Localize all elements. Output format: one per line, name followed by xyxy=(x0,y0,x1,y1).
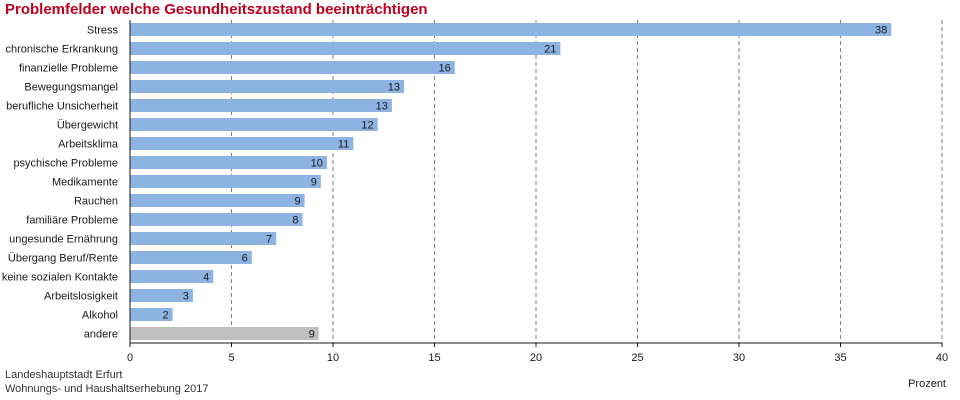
bar xyxy=(130,251,252,264)
bar xyxy=(130,308,173,321)
x-tick-label: 30 xyxy=(733,352,745,364)
category-label: andere xyxy=(84,329,118,341)
x-tick-label: 10 xyxy=(327,352,339,364)
category-label: familiäre Probleme xyxy=(26,215,118,227)
bar xyxy=(130,232,277,245)
category-label: keine sozialen Kontakte xyxy=(2,272,118,284)
value-label: 4 xyxy=(203,272,209,284)
x-tick-label: 0 xyxy=(127,352,133,364)
category-label: Übergewicht xyxy=(57,120,118,132)
value-label: 10 xyxy=(311,158,323,170)
bar xyxy=(130,270,214,283)
category-label: berufliche Unsicherheit xyxy=(6,101,118,113)
chart-title: Problemfelder welche Gesundheitszustand … xyxy=(5,1,428,18)
value-label: 8 xyxy=(292,215,298,227)
category-label: ungesunde Ernährung xyxy=(9,234,118,246)
category-label: Stress xyxy=(87,25,119,37)
source-line-1: Landeshauptstadt Erfurt xyxy=(5,369,123,381)
bar xyxy=(130,80,405,93)
category-label: finanzielle Probleme xyxy=(19,63,118,75)
category-label: Alkohol xyxy=(82,310,118,322)
value-label: 7 xyxy=(266,234,272,246)
x-tick-label: 15 xyxy=(428,352,440,364)
bar xyxy=(130,118,378,131)
x-tick-label: 35 xyxy=(834,352,846,364)
x-tick-label: 5 xyxy=(228,352,234,364)
category-label: Arbeitsklima xyxy=(58,139,119,151)
value-label: 2 xyxy=(163,310,169,322)
category-label: chronische Erkrankung xyxy=(5,44,118,56)
bar xyxy=(130,289,193,302)
x-tick-label: 20 xyxy=(530,352,542,364)
x-tick-label: 25 xyxy=(631,352,643,364)
bar xyxy=(130,327,319,340)
value-label: 9 xyxy=(294,196,300,208)
bar xyxy=(130,194,305,207)
source-line-2: Wohnungs- und Haushaltserhebung 2017 xyxy=(5,383,209,395)
value-label: 11 xyxy=(338,139,349,151)
value-label: 21 xyxy=(544,44,556,56)
bar xyxy=(130,61,455,74)
bar xyxy=(130,42,561,55)
bar xyxy=(130,137,354,150)
value-label: 9 xyxy=(309,329,315,341)
value-label: 13 xyxy=(376,101,388,113)
category-label: psychische Probleme xyxy=(13,158,118,170)
value-label: 38 xyxy=(875,25,887,37)
value-label: 6 xyxy=(242,253,248,265)
category-label: Arbeitslosigkeit xyxy=(44,291,118,303)
category-label: Medikamente xyxy=(52,177,118,189)
value-label: 16 xyxy=(439,63,451,75)
bar xyxy=(130,23,892,36)
category-label: Bewegungsmangel xyxy=(24,82,118,94)
bar xyxy=(130,99,392,112)
bar xyxy=(130,156,327,169)
bar xyxy=(130,213,303,226)
value-label: 3 xyxy=(183,291,189,303)
category-label: Übergang Beruf/Rente xyxy=(8,253,118,265)
x-axis-label: Prozent xyxy=(908,378,946,390)
category-label: Rauchen xyxy=(74,196,118,208)
x-tick-label: 40 xyxy=(936,352,948,364)
value-label: 13 xyxy=(388,82,400,94)
value-label: 9 xyxy=(311,177,317,189)
bar xyxy=(130,175,321,188)
value-label: 12 xyxy=(361,120,373,132)
